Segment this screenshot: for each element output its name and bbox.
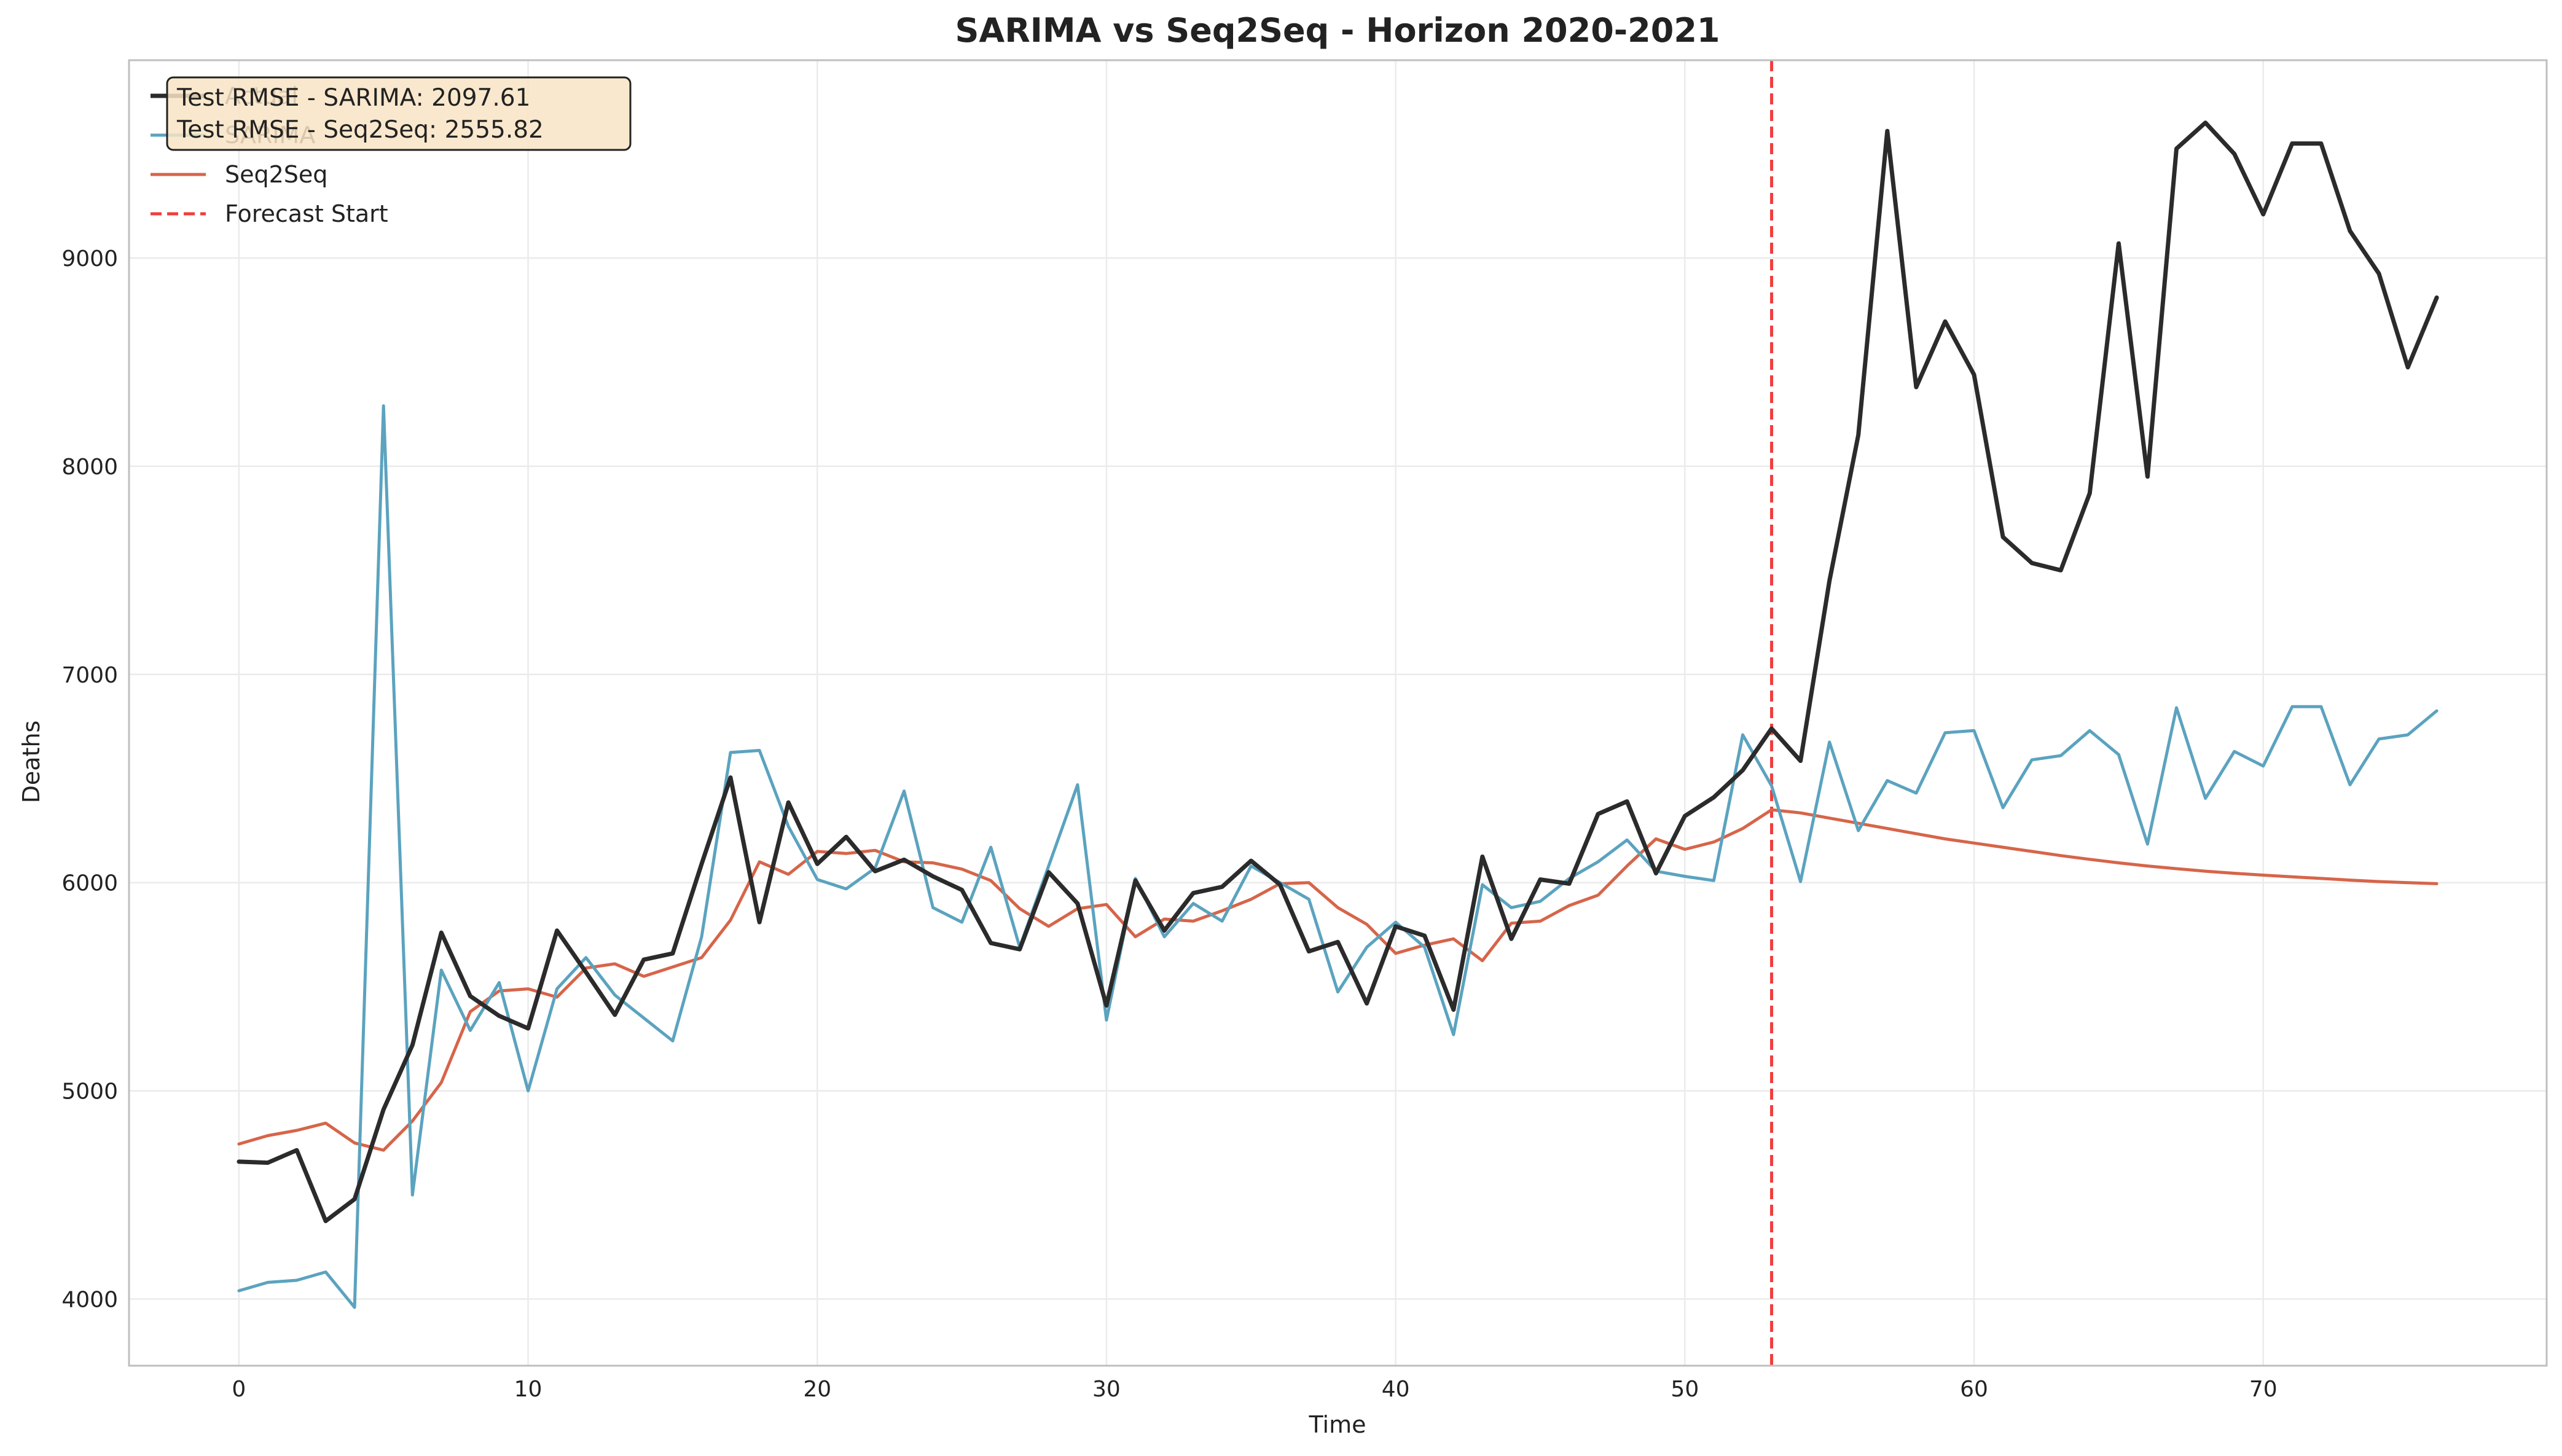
y-tick-label: 5000 <box>61 1079 118 1105</box>
series-line-seq2seq <box>237 808 2439 1152</box>
y-tick-label: 7000 <box>61 663 118 688</box>
chart-title: SARIMA vs Seq2Seq - Horizon 2020-2021 <box>955 11 1720 50</box>
series-line-actual <box>237 120 2439 1223</box>
x-tick-label: 70 <box>2249 1377 2278 1402</box>
x-axis-label: Time <box>1309 1411 1366 1438</box>
grid <box>129 60 2547 1366</box>
x-tick-label: 60 <box>1960 1377 1988 1402</box>
y-tick-label: 6000 <box>61 871 118 896</box>
y-tick-label: 9000 <box>61 246 118 272</box>
x-tick-label: 10 <box>514 1377 543 1402</box>
x-tick-label: 0 <box>232 1377 246 1402</box>
annotation-line: Test RMSE - SARIMA: 2097.61 <box>176 84 530 112</box>
y-tick-label: 4000 <box>61 1288 118 1313</box>
plot-frame <box>128 59 2548 1367</box>
annotation-box <box>166 76 632 151</box>
annotation-line: Test RMSE - Seq2Seq: 2555.82 <box>176 116 544 144</box>
x-tick-label: 30 <box>1092 1377 1121 1402</box>
series-layer <box>237 120 2439 1309</box>
y-tick-label: 8000 <box>61 455 118 480</box>
axis-ticks: 0 10 20 30 40 50 60 70 4000 5000 6000 7000 8000 9000 <box>61 246 2277 1402</box>
legend-label: Forecast Start <box>225 200 388 227</box>
series-line-sarima <box>237 404 2439 1309</box>
x-tick-label: 20 <box>803 1377 831 1402</box>
rmse-annotation: Test RMSE - SARIMA: 2097.61 Test RMSE - S… <box>166 76 632 151</box>
x-tick-label: 40 <box>1382 1377 1410 1402</box>
y-axis-label: Deaths <box>18 721 45 804</box>
legend-label: Seq2Seq <box>225 161 327 188</box>
x-tick-label: 50 <box>1671 1377 1699 1402</box>
